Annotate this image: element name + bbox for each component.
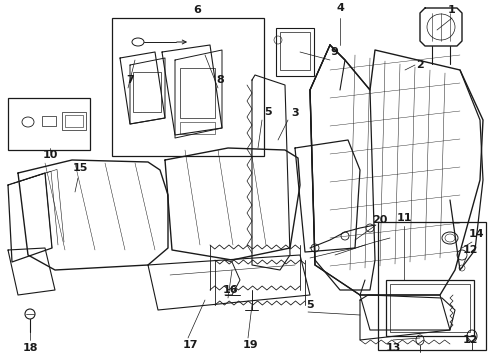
Bar: [377, 222, 485, 350]
Text: 4: 4: [335, 3, 343, 13]
Text: 2: 2: [415, 60, 423, 70]
Text: 15: 15: [72, 163, 87, 173]
Text: 12: 12: [461, 335, 477, 345]
Bar: [112, 18, 264, 156]
Bar: [8, 98, 90, 150]
Text: 12: 12: [461, 245, 477, 255]
Text: 20: 20: [371, 215, 387, 225]
Text: 19: 19: [242, 340, 257, 350]
Text: 7: 7: [126, 75, 134, 85]
Text: 8: 8: [216, 75, 224, 85]
Bar: [280, 32, 309, 70]
Bar: [180, 122, 215, 134]
Text: 6: 6: [193, 5, 201, 15]
Text: 14: 14: [467, 229, 483, 239]
Text: 9: 9: [329, 47, 337, 57]
Text: 13: 13: [385, 343, 400, 353]
Bar: [385, 280, 473, 336]
Text: 16: 16: [222, 285, 237, 295]
Bar: [65, 115, 83, 127]
Text: 11: 11: [395, 213, 411, 223]
Bar: [133, 72, 161, 112]
Bar: [389, 284, 469, 332]
Text: 5: 5: [264, 107, 271, 117]
Bar: [42, 116, 56, 126]
Bar: [62, 112, 86, 130]
Text: 1: 1: [447, 5, 455, 15]
Text: 18: 18: [22, 343, 38, 353]
Text: 10: 10: [42, 150, 58, 160]
Text: 5: 5: [305, 300, 313, 310]
Bar: [275, 28, 313, 76]
Bar: [180, 68, 215, 118]
Text: 3: 3: [290, 108, 298, 118]
Text: 17: 17: [182, 340, 197, 350]
